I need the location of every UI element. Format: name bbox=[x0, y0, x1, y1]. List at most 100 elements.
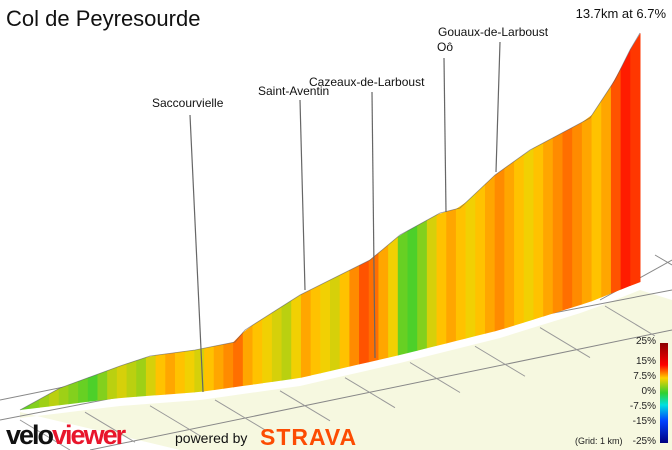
gradient-segment bbox=[300, 289, 312, 378]
legend-tick: 15% bbox=[635, 356, 656, 367]
gradient-segment bbox=[572, 122, 583, 308]
gradient-segment bbox=[523, 147, 534, 323]
gradient-segment bbox=[242, 324, 253, 387]
climb-title: Col de Peyresourde bbox=[6, 6, 201, 31]
legend-tick: -7.5% bbox=[629, 401, 656, 412]
gradient-segment bbox=[504, 161, 515, 329]
gradient-segment bbox=[417, 219, 428, 351]
gradient-segment bbox=[475, 183, 486, 337]
gradient-segment bbox=[426, 214, 438, 349]
gradient-segment bbox=[213, 344, 224, 391]
powered-by-text: powered by bbox=[175, 430, 248, 446]
gradient-segment bbox=[155, 353, 166, 396]
gradient-segment bbox=[339, 270, 350, 369]
legend-tick: -25% bbox=[632, 436, 656, 447]
gradient-segment bbox=[610, 67, 622, 294]
grid-line bbox=[214, 399, 266, 431]
veloviewer-logo[interactable]: veloviewer bbox=[6, 420, 126, 450]
legend-tick: -15% bbox=[632, 416, 656, 427]
gradient-segment bbox=[601, 85, 612, 298]
gradient-segment bbox=[116, 363, 128, 399]
grid-line bbox=[84, 411, 136, 443]
gradient-segment bbox=[455, 202, 467, 342]
grid-line bbox=[654, 254, 672, 266]
legend-tick: 0% bbox=[641, 386, 656, 397]
profile-wall bbox=[19, 32, 641, 411]
gradient-segment bbox=[233, 332, 244, 388]
gradient-segment bbox=[407, 225, 418, 354]
grid-line bbox=[89, 329, 672, 450]
grid-line bbox=[279, 390, 331, 422]
grid-line bbox=[539, 327, 591, 358]
annotation-oo: Oô bbox=[437, 40, 454, 54]
gradient-segment bbox=[68, 381, 79, 405]
gradient-segment bbox=[465, 193, 476, 339]
gradient-segment bbox=[533, 142, 544, 320]
gradient-segment bbox=[39, 393, 50, 408]
gradient-segment bbox=[184, 350, 195, 394]
annotation-saccourvielle: Saccourvielle bbox=[152, 96, 224, 110]
gradient-segment bbox=[281, 300, 292, 381]
gradient-segment bbox=[262, 312, 273, 384]
gradient-segment bbox=[397, 230, 408, 356]
grid-line bbox=[344, 377, 396, 409]
gradient-segment bbox=[165, 352, 176, 395]
gradient-segment bbox=[291, 294, 302, 380]
gradient-segment bbox=[271, 306, 283, 382]
gradient-segment bbox=[126, 360, 137, 398]
annotation-gouaux-de-larboust: Gouaux-de-Larboust bbox=[438, 25, 549, 39]
annotation-lines bbox=[189, 41, 501, 393]
gradient-segment bbox=[136, 357, 147, 397]
profile-top-edge bbox=[19, 32, 641, 411]
gradient-color-scale bbox=[660, 343, 668, 443]
annotation-pole bbox=[443, 57, 447, 213]
grid-line bbox=[19, 419, 71, 450]
gradient-segment bbox=[446, 208, 457, 344]
annotation-pole bbox=[299, 99, 306, 291]
grid-line bbox=[149, 405, 201, 437]
gradient-segment bbox=[320, 279, 331, 374]
gradient-segment bbox=[436, 211, 447, 346]
gradient-segment bbox=[97, 370, 108, 401]
annotation-saint-aventin: Saint-Aventin bbox=[258, 84, 330, 98]
gradient-segment bbox=[591, 100, 602, 302]
gradient-segment bbox=[107, 366, 118, 400]
gradient-segment bbox=[175, 351, 186, 394]
logo-viewer: viewer bbox=[52, 420, 126, 450]
grid-line bbox=[409, 362, 461, 393]
gradient-segment bbox=[349, 265, 360, 367]
gradient-segment bbox=[223, 342, 234, 389]
gradient-segment bbox=[620, 48, 631, 290]
gradient-segment bbox=[552, 132, 563, 314]
gradient-segment bbox=[330, 274, 341, 372]
grid-note: (Grid: 1 km) bbox=[575, 436, 623, 446]
gradient-segment bbox=[204, 346, 215, 392]
gradient-segment bbox=[378, 244, 389, 360]
grid-line bbox=[474, 345, 526, 377]
grid-line bbox=[604, 305, 656, 337]
gradient-segment bbox=[494, 167, 505, 332]
gradient-segment bbox=[78, 377, 89, 404]
gradient-segment bbox=[87, 374, 98, 402]
ground-shadow bbox=[20, 290, 672, 450]
profile-shadow bbox=[20, 290, 672, 450]
gradient-segment bbox=[359, 260, 370, 365]
gradient-segment bbox=[145, 355, 157, 397]
climb-summary: 13.7km at 6.7% bbox=[575, 6, 666, 21]
gradient-segment bbox=[543, 137, 554, 317]
gradient-segment bbox=[485, 174, 496, 334]
gradient-segment bbox=[562, 127, 573, 311]
legend-tick: 7.5% bbox=[633, 371, 656, 382]
legend-tick: 25% bbox=[635, 336, 656, 347]
gradient-segment bbox=[252, 318, 263, 385]
logo-velo: velo bbox=[6, 420, 54, 450]
gradient-segment bbox=[310, 284, 321, 376]
strava-logo[interactable]: STRAVA bbox=[260, 424, 358, 450]
gradient-segment bbox=[630, 33, 641, 286]
gradient-segment bbox=[581, 114, 593, 305]
gradient-segment bbox=[388, 236, 399, 358]
gradient-segment bbox=[58, 384, 69, 406]
annotation-pole bbox=[189, 114, 204, 393]
